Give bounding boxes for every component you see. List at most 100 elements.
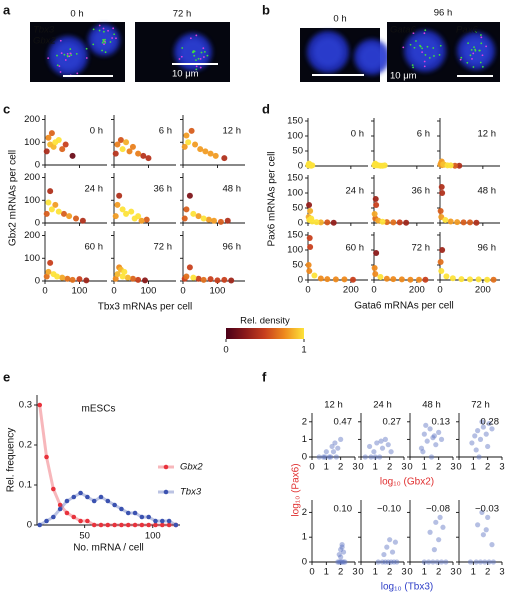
data-point — [467, 219, 473, 226]
data-point — [117, 137, 124, 143]
y-tick-label: 0 — [35, 218, 40, 229]
data-point — [64, 275, 71, 282]
data-point — [76, 276, 83, 283]
data-point — [313, 219, 320, 226]
facet-label: 96 h — [478, 243, 497, 254]
data-point — [126, 148, 133, 155]
y-tick-label: 0 — [302, 557, 307, 568]
mrna-spot — [466, 61, 469, 64]
data-point — [338, 559, 344, 565]
mrna-spot — [104, 38, 106, 41]
mrna-spot — [195, 68, 198, 71]
mrna-spot — [409, 43, 412, 46]
data-point — [439, 190, 446, 196]
data-point — [143, 216, 150, 223]
data-point — [338, 554, 344, 560]
data-point — [207, 276, 214, 283]
x-axis-label: Tbx3 mRNAs per cell — [98, 302, 192, 313]
x-tick-label: 1 — [324, 462, 329, 473]
x-tick-label: 2 — [387, 462, 392, 473]
image-channel-label: Pax6 — [456, 25, 478, 36]
data-point — [479, 419, 485, 425]
data-point — [328, 454, 334, 460]
data-point — [443, 559, 449, 565]
correlation: −0.08 — [426, 504, 450, 515]
data-point — [367, 443, 373, 450]
mrna-spot — [402, 46, 405, 49]
data-point — [490, 559, 496, 565]
series-marker — [139, 522, 145, 528]
mrna-spot — [485, 45, 488, 48]
x-tick-label: 0 — [305, 285, 310, 296]
data-point — [421, 559, 427, 565]
data-point — [119, 146, 126, 153]
mrna-spot — [479, 61, 482, 64]
data-point — [372, 271, 379, 277]
data-point — [379, 559, 386, 565]
data-point — [60, 210, 67, 217]
mrna-spot — [56, 64, 59, 67]
data-point — [418, 445, 425, 451]
data-point — [396, 219, 403, 226]
data-point — [43, 273, 50, 280]
mrna-spot — [101, 49, 103, 52]
data-point — [477, 559, 484, 565]
mrna-spot — [101, 41, 104, 44]
data-point — [431, 547, 437, 553]
data-point — [140, 152, 147, 159]
data-point — [447, 218, 454, 225]
data-point — [371, 211, 378, 217]
data-point — [475, 276, 482, 283]
x-tick-label: 1 — [373, 462, 378, 473]
series-marker — [153, 518, 158, 524]
x-axis-label: No. mRNA / cell — [73, 543, 144, 554]
data-point — [221, 276, 228, 283]
mrna-spot — [98, 24, 101, 27]
data-point — [59, 274, 66, 281]
mrna-spot — [197, 57, 200, 60]
data-point — [473, 447, 479, 453]
data-point — [484, 276, 491, 283]
data-point — [427, 529, 433, 535]
x-tick-label: 3 — [450, 462, 455, 473]
y-tick-label: 0 — [27, 520, 32, 531]
facet-label: 72 h — [471, 400, 490, 411]
series-marker — [153, 522, 158, 528]
image-time: 72 h — [173, 9, 192, 20]
series-marker — [64, 498, 70, 504]
data-point — [384, 544, 390, 550]
legend-marker — [163, 489, 169, 495]
data-point — [323, 449, 329, 455]
x-tick-label: 1 — [324, 567, 329, 578]
data-point — [114, 141, 121, 148]
series-marker — [105, 498, 111, 504]
data-point — [382, 559, 388, 565]
data-point — [69, 152, 76, 159]
mrna-spot — [102, 27, 105, 30]
mrna-spot — [473, 46, 475, 49]
data-point — [73, 215, 79, 222]
data-point — [452, 162, 458, 169]
x-tick-label: 100 — [210, 286, 226, 297]
data-point — [48, 206, 55, 213]
y-tick-label: 100 — [287, 131, 303, 142]
data-point — [489, 426, 495, 432]
series-marker — [71, 514, 77, 520]
y-tick-label: 0.1 — [19, 480, 32, 491]
x-tick-label: 200 — [409, 285, 425, 296]
mrna-spot — [432, 47, 435, 49]
data-point — [431, 433, 437, 439]
mrna-spot — [195, 34, 198, 37]
data-point — [350, 276, 356, 283]
mrna-spot — [59, 39, 62, 42]
data-point — [458, 276, 465, 283]
mrna-spot — [75, 52, 78, 55]
data-point — [135, 276, 142, 283]
x-tick-label: 200 — [343, 285, 359, 296]
x-tick-label: 1 — [422, 567, 427, 578]
data-point — [476, 454, 482, 460]
facet-label: 0 h — [90, 126, 103, 137]
data-point — [330, 449, 337, 455]
legend-marker — [163, 464, 169, 470]
correlation: 0.27 — [383, 417, 402, 428]
